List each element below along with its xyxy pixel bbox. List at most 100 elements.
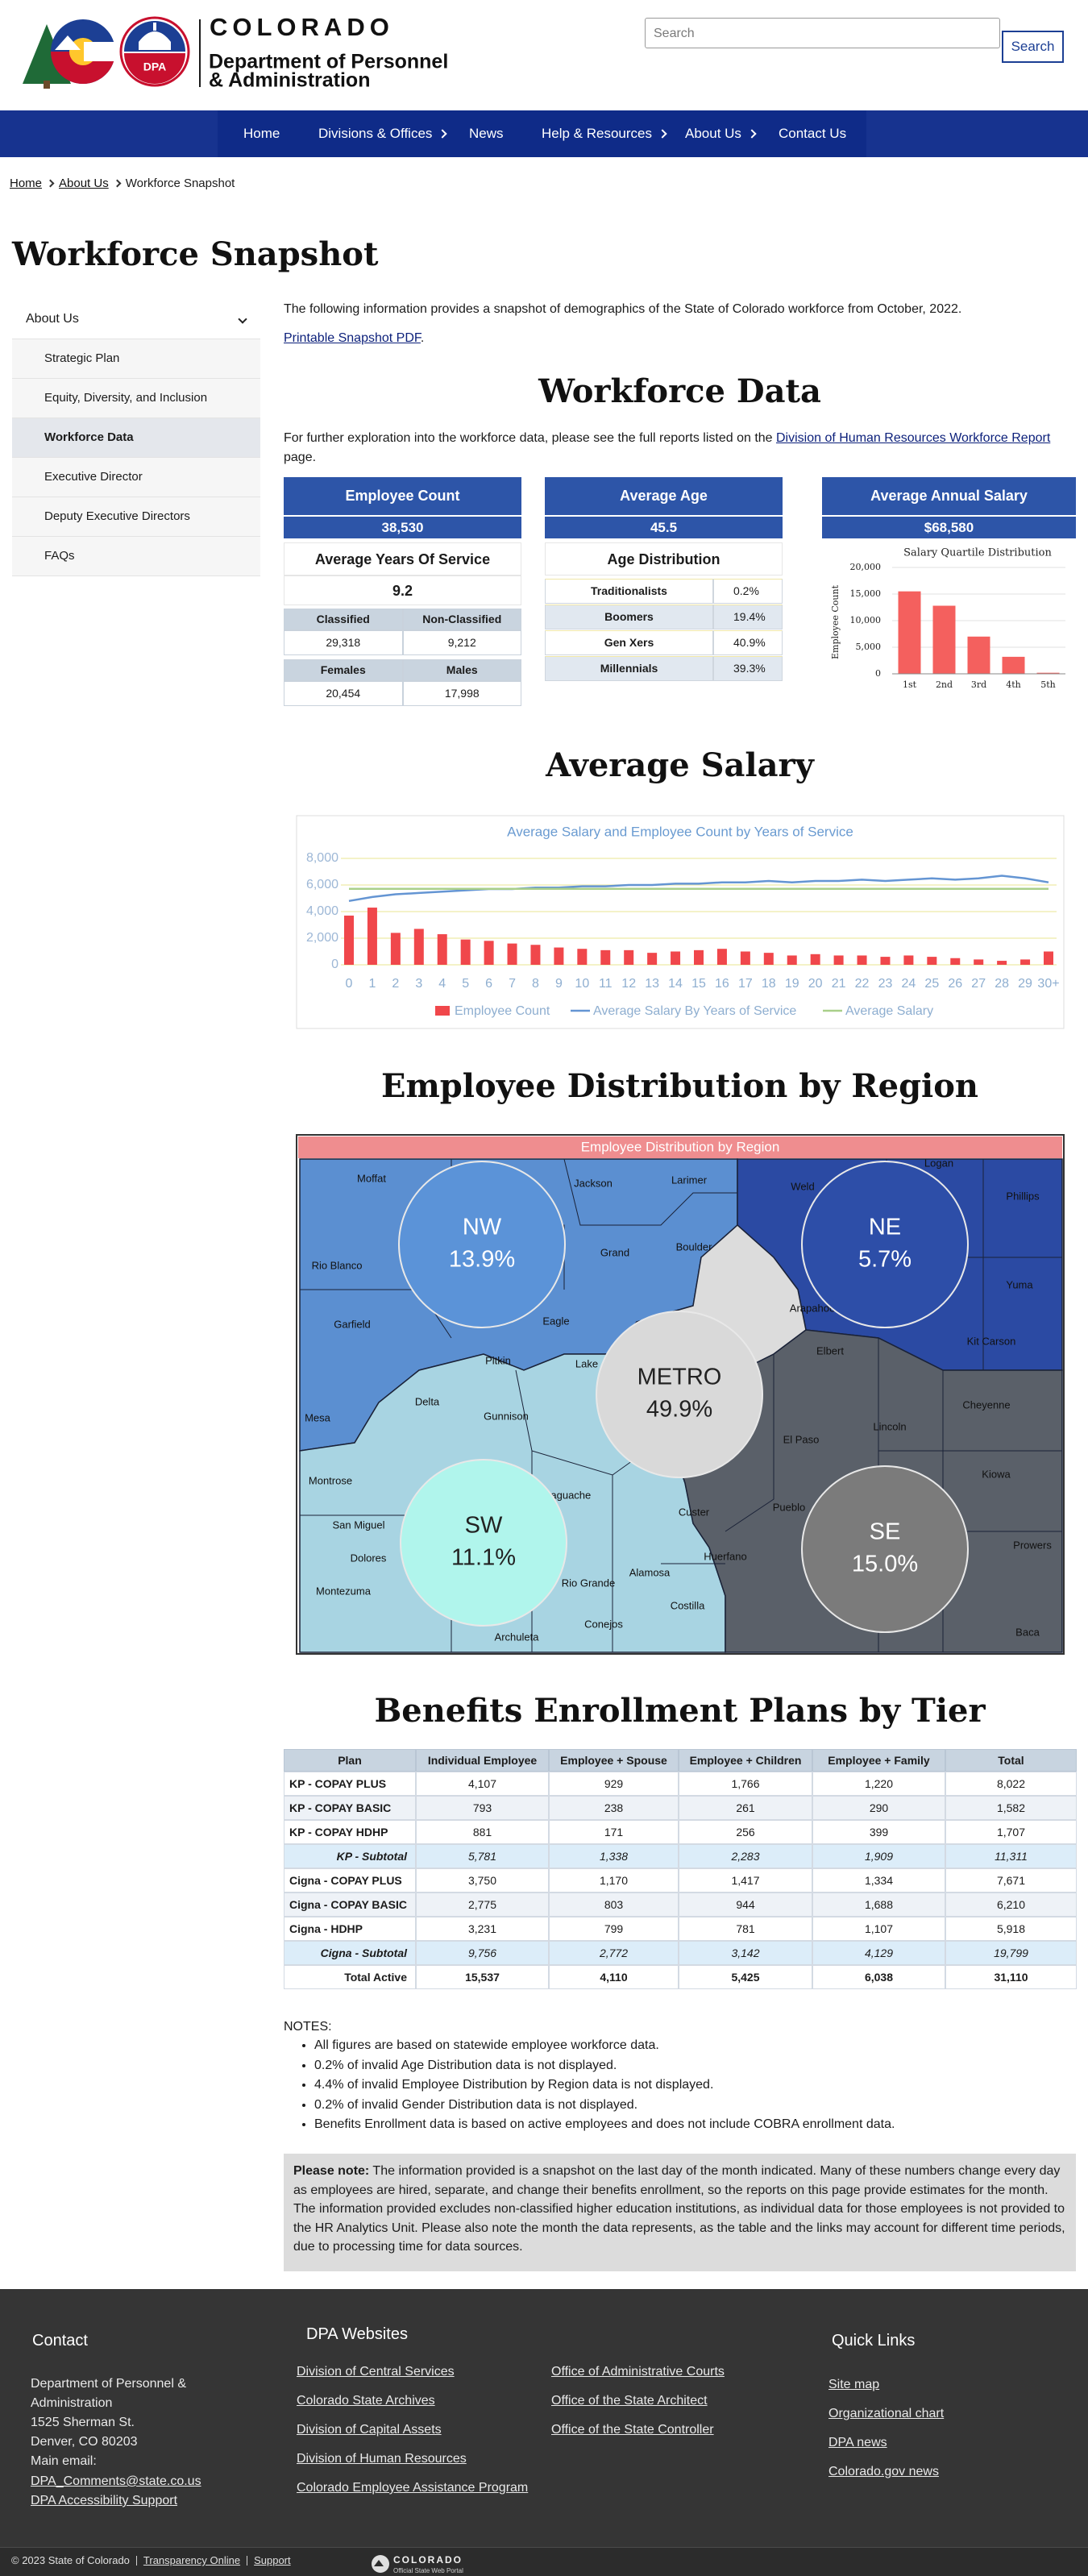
nav-item[interactable]: Help & Resources	[542, 110, 673, 157]
bottom-link[interactable]: Support	[254, 2554, 291, 2566]
logo-c-gap	[84, 42, 118, 61]
bar	[787, 955, 797, 965]
bottom-link[interactable]: Transparency Online	[143, 2554, 241, 2566]
sidebar-heading[interactable]: About Us	[12, 300, 260, 339]
table-cell: 3,231	[416, 1917, 549, 1941]
sidebar-item[interactable]: Strategic Plan	[12, 339, 260, 379]
separator	[135, 2555, 137, 2566]
county-label: Delta	[415, 1395, 440, 1407]
region-value: 11.1%	[451, 1545, 516, 1571]
footer-link[interactable]: Office of Administrative Courts	[551, 2365, 725, 2379]
intro-text: The following information provides a sna…	[284, 302, 962, 316]
footer-link[interactable]: DPA Accessibility Support	[31, 2494, 178, 2507]
table-cell: 3,750	[416, 1868, 549, 1893]
bar	[413, 929, 424, 965]
page-title: Workforce Snapshot	[12, 235, 379, 273]
nav-item[interactable]: News	[469, 110, 504, 157]
x-tick-label: 12	[621, 977, 636, 991]
footer-link[interactable]: Division of Capital Assets	[297, 2423, 442, 2437]
nav-label[interactable]: News	[469, 126, 504, 141]
nav-item[interactable]: Divisions & Offices	[318, 110, 453, 157]
table-header: Employee + Children	[679, 1749, 812, 1772]
county-line	[886, 1159, 1062, 1258]
y-tick-label: 10,000	[850, 615, 882, 625]
bar	[903, 955, 914, 965]
map-frame	[296, 1134, 1065, 1655]
sidebar: About Us Strategic Plan Equity, Diversity,…	[12, 300, 260, 576]
x-tick-label: 6	[485, 977, 492, 991]
age-title: Age Distribution	[545, 542, 783, 575]
nav-label[interactable]: Help & Resources	[542, 126, 653, 141]
y-tick-label: 0	[331, 958, 338, 971]
card-value: 38,530	[284, 517, 521, 538]
footer	[0, 2289, 1088, 2547]
please-note-text: The information provided is a snapshot o…	[293, 2164, 1065, 2254]
x-tick-label: 0	[346, 977, 353, 991]
nav-item[interactable]: About Us	[685, 110, 762, 157]
table-header: Plan	[284, 1749, 416, 1772]
note-item: 4.4% of invalid Employee Distribution by…	[314, 2075, 1088, 2096]
county-label: Kiowa	[982, 1468, 1011, 1480]
nav-item[interactable]: Contact Us	[779, 110, 846, 157]
footer-link[interactable]: DPA news	[828, 2436, 887, 2449]
x-tick-label: 1st	[903, 679, 917, 690]
breadcrumb-link[interactable]: Home	[10, 177, 43, 190]
sidebar-item[interactable]: Deputy Executive Directors	[12, 497, 260, 537]
table-cell: 1,334	[812, 1868, 945, 1893]
service-value: 9.2	[284, 575, 521, 605]
footer-link[interactable]: Office of the State Controller	[551, 2423, 714, 2437]
breadcrumb-link[interactable]: About Us	[59, 177, 109, 190]
sidebar-item[interactable]: Executive Director	[12, 458, 260, 497]
pdf-link[interactable]: Printable Snapshot PDF	[284, 331, 421, 345]
county-label: Baca	[1015, 1626, 1040, 1638]
region-name: SE	[870, 1519, 901, 1545]
bar	[740, 951, 750, 965]
footer-link[interactable]: Colorado Employee Assistance Program	[297, 2481, 529, 2495]
footer-link[interactable]: DPA_Comments@state.co.us	[31, 2474, 201, 2488]
table-cell: 1,688	[812, 1893, 945, 1917]
section-heading: Workforce Data	[538, 372, 821, 410]
bar	[1036, 672, 1060, 674]
table-cell: 9,212	[402, 630, 521, 655]
x-tick-label: 15	[691, 977, 706, 991]
footer-link[interactable]: Site map	[828, 2378, 880, 2391]
footer-link[interactable]: Division of Central Services	[297, 2365, 455, 2379]
chevron	[658, 129, 667, 139]
sidebar-heading-text[interactable]: About Us	[26, 312, 79, 326]
footer-link[interactable]: Colorado State Archives	[297, 2394, 435, 2408]
sidebar-item[interactable]: FAQs	[12, 537, 260, 576]
map-title: Employee Distribution by Region	[581, 1139, 780, 1154]
x-tick-label: 2	[392, 977, 399, 991]
service-title: Average Years Of Service	[284, 542, 521, 575]
nav-label[interactable]: Contact Us	[779, 126, 847, 141]
bar	[950, 958, 961, 965]
footer-link[interactable]: Organizational chart	[828, 2407, 945, 2420]
bar	[647, 953, 658, 965]
x-tick-label: 27	[971, 977, 986, 991]
bar	[898, 591, 921, 674]
map-region	[611, 1224, 807, 1379]
search-button[interactable]: Search	[1002, 31, 1064, 63]
nav-item[interactable]: Home	[243, 110, 280, 157]
sidebar-item[interactable]: Workforce Data	[12, 418, 260, 458]
footer-link[interactable]: Office of the State Architect	[551, 2394, 708, 2408]
table-cell: 6,038	[812, 1965, 945, 1989]
nav-label[interactable]: Divisions & Offices	[318, 126, 433, 141]
footer-link[interactable]: Division of Human Resources	[297, 2452, 467, 2466]
logo-trunk	[44, 81, 50, 89]
sidebar-item[interactable]: Equity, Diversity, and Inclusion	[12, 379, 260, 418]
bar	[484, 941, 494, 965]
age-cell: Gen Xers	[545, 630, 713, 655]
county-label: Phillips	[1006, 1190, 1040, 1202]
nav-label[interactable]: About Us	[685, 126, 741, 141]
x-tick-label: 14	[668, 977, 683, 991]
bar	[554, 947, 564, 965]
nav-label[interactable]: Home	[243, 126, 280, 141]
county-line	[451, 1159, 565, 1290]
report-link[interactable]: Division of Human Resources Workforce Re…	[776, 431, 1051, 445]
search-input[interactable]: Search	[645, 18, 1000, 48]
bar	[1044, 951, 1053, 965]
footer-link[interactable]: Colorado.gov news	[828, 2465, 939, 2478]
note-item: All figures are based on statewide emplo…	[314, 2036, 1088, 2056]
table-cell: Cigna - COPAY PLUS	[284, 1868, 416, 1893]
